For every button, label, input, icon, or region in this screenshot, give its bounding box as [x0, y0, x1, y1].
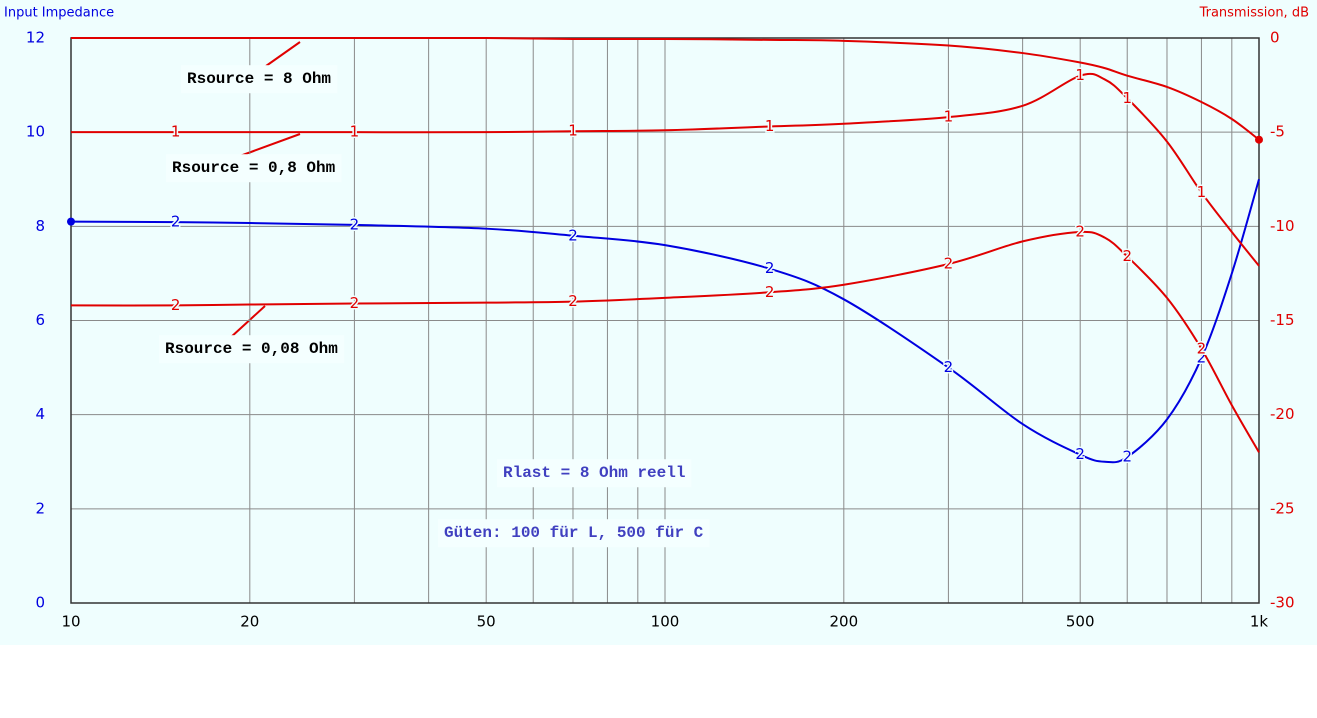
annotation: Rsource = 0,8 Ohm: [172, 159, 336, 177]
y2-tick-label: -5: [1270, 123, 1285, 141]
y2-tick-label: -30: [1270, 594, 1295, 612]
annotation-bg: [166, 154, 342, 183]
y2-tick-label: -10: [1270, 217, 1295, 235]
y-tick-label: 6: [35, 311, 45, 329]
curve-label: 2: [1075, 445, 1085, 463]
x-tick-label: 100: [651, 613, 680, 631]
curve: [70, 178, 1260, 464]
annotation-bg: [159, 335, 345, 364]
x-tick-label: 20: [240, 613, 259, 631]
curve-label: 1: [1197, 183, 1207, 201]
point-marker: [1255, 135, 1263, 144]
curve-label: 2: [1122, 448, 1132, 466]
pointer: [239, 133, 301, 157]
y-tick-label: 0: [35, 594, 45, 612]
curve: [70, 36, 1260, 141]
y2-tick-label: -25: [1270, 499, 1295, 517]
curve-label: 2: [350, 294, 360, 312]
curve-label: 1: [171, 123, 181, 141]
curve-label: 2: [944, 358, 954, 376]
x-tick-label: 200: [829, 613, 858, 631]
chart: Input Impedance Transmission, dB 0246810…: [0, 0, 1317, 645]
y2-tick-label: -20: [1270, 405, 1295, 423]
point-marker: [67, 217, 75, 226]
curve-label: 1: [765, 117, 775, 135]
curve-label: 2: [1122, 247, 1132, 265]
curve: [70, 72, 1260, 267]
curve-label: 2: [1197, 339, 1207, 357]
y-axis-title: Input Impedance: [4, 6, 114, 21]
y-tick-label: 12: [26, 29, 45, 47]
x-tick-label: 500: [1066, 613, 1095, 631]
y-tick-label: 8: [35, 217, 45, 235]
curve-label: 2: [765, 259, 775, 277]
x-tick-label: 1k: [1250, 613, 1269, 631]
y2-tick-label: -15: [1270, 311, 1295, 329]
curve-label: 1: [1075, 66, 1085, 84]
y-tick-label: 4: [35, 405, 45, 423]
annotation-bg: [438, 519, 710, 548]
curve: [70, 230, 1260, 453]
annotation-bg: [181, 65, 338, 94]
annotation: Rsource = 8 Ohm: [187, 70, 331, 88]
y2-axis-title: Transmission, dB: [1199, 6, 1309, 21]
pointer: [229, 305, 266, 339]
pointer: [265, 41, 301, 67]
x-tick-label: 50: [477, 613, 496, 631]
curve-label: 2: [1075, 222, 1085, 240]
curve-label: 2: [765, 283, 775, 301]
curve-label: 1: [944, 108, 954, 126]
annotation: Rlast = 8 Ohm reell: [503, 464, 685, 482]
curve-label: 1: [1122, 89, 1132, 107]
x-tick-label: 10: [61, 613, 80, 631]
curve-label: 2: [568, 292, 578, 310]
curve-label: 2: [171, 296, 181, 314]
curve-label: 1: [350, 123, 360, 141]
y-tick-label: 10: [26, 123, 45, 141]
curve-label: 2: [568, 226, 578, 244]
curve-label: 2: [350, 215, 360, 233]
y2-tick-label: 0: [1270, 29, 1280, 47]
annotation: Rsource = 0,08 Ohm: [165, 340, 338, 358]
curve-label: 2: [944, 255, 954, 273]
y-tick-label: 2: [35, 499, 45, 517]
curve-label: 2: [171, 213, 181, 231]
annotation-bg: [497, 459, 692, 488]
curve-label: 1: [568, 122, 578, 140]
annotation: Güten: 100 für L, 500 für C: [444, 524, 704, 542]
